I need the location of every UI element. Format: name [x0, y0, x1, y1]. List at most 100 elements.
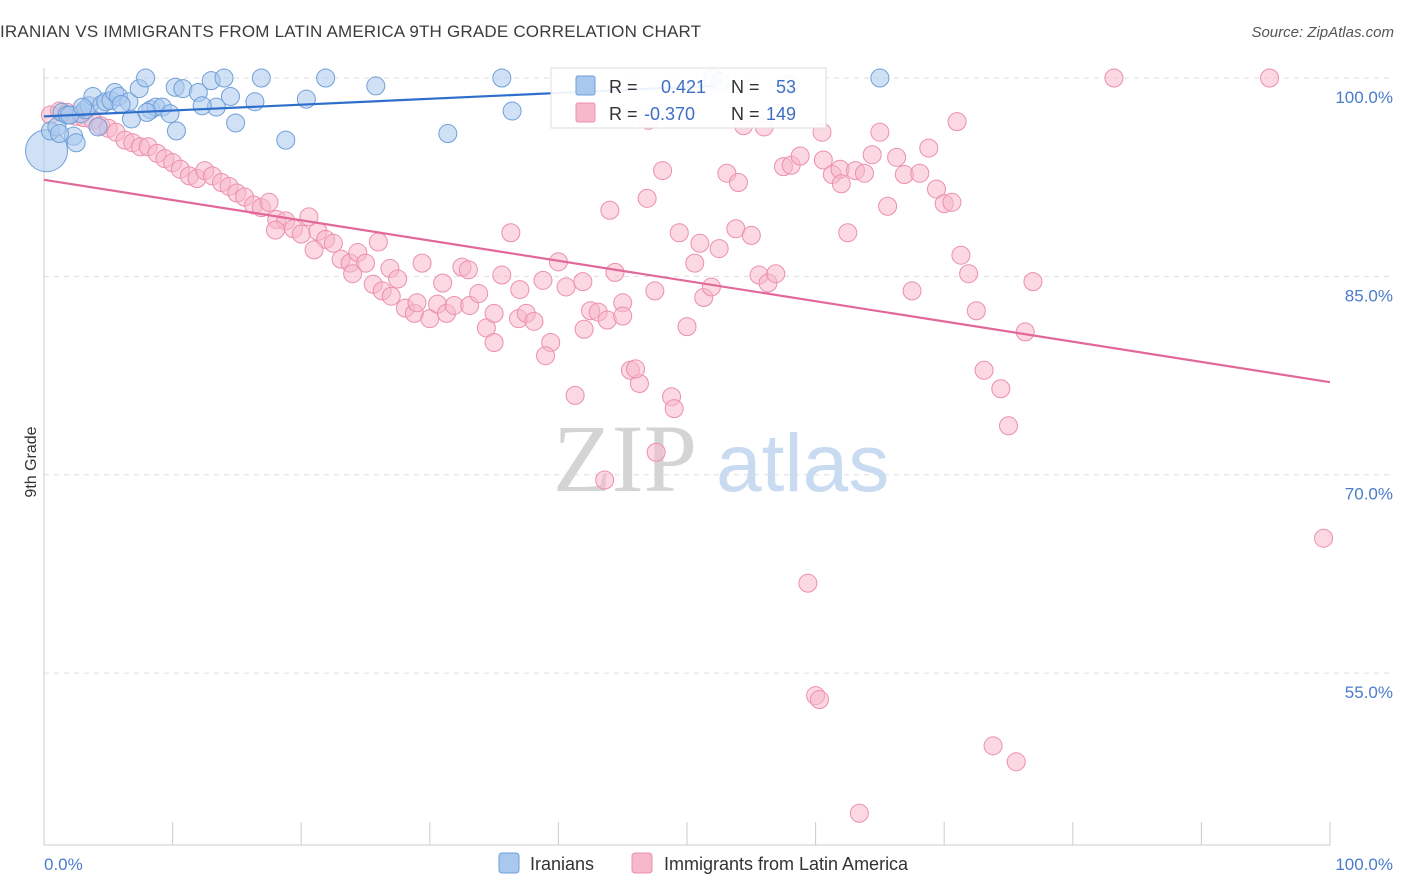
point-latin-america [484, 332, 504, 352]
point-iranians [492, 68, 512, 88]
point-latin-america [265, 220, 285, 240]
axes [43, 68, 1331, 846]
point-latin-america [902, 281, 922, 301]
point-latin-america [862, 145, 882, 165]
point-latin-america [501, 223, 521, 243]
watermark-zip: ZIP [553, 405, 697, 512]
point-latin-america [947, 112, 967, 132]
point-iranians [316, 68, 336, 88]
stats-swatch-pink [575, 102, 596, 123]
point-latin-america [1015, 322, 1035, 342]
point-latin-america [407, 293, 427, 313]
point-latin-america [259, 192, 279, 212]
point-iranians [88, 117, 108, 137]
series-latin-america-points [40, 68, 1334, 823]
point-latin-america [813, 150, 833, 170]
chart-title: IRANIAN VS IMMIGRANTS FROM LATIN AMERICA… [0, 22, 702, 41]
stats-n-value-2: 149 [766, 104, 796, 124]
legend-swatch-latin-america [631, 852, 653, 874]
point-iranians [276, 130, 296, 150]
point-latin-america [484, 303, 504, 323]
point-latin-america [728, 172, 748, 192]
y-tick-label: 70.0% [1345, 485, 1393, 504]
stats-r-value-1: 0.421 [656, 77, 706, 97]
point-latin-america [524, 311, 544, 331]
point-iranians [226, 113, 246, 133]
point-latin-america [1260, 68, 1280, 88]
point-latin-america [600, 200, 620, 220]
point-latin-america [942, 192, 962, 212]
point-iranians [160, 104, 180, 124]
point-iranians [192, 96, 212, 116]
y-tick-label: 100.0% [1335, 88, 1393, 107]
point-latin-america [433, 273, 453, 293]
stats-n-label-1: N = [731, 77, 760, 97]
point-latin-america [323, 233, 343, 253]
point-latin-america [368, 232, 388, 252]
point-iranians [136, 68, 156, 88]
point-latin-america [637, 188, 657, 208]
stats-r-label-1: R = [609, 77, 638, 97]
point-latin-america [991, 379, 1011, 399]
point-latin-america [966, 301, 986, 321]
y-tick-label: 55.0% [1345, 683, 1393, 702]
point-latin-america [646, 442, 666, 462]
point-latin-america [709, 239, 729, 259]
stats-box: R = 0.421 N = 53 R = -0.370 N = 149 [550, 67, 827, 129]
point-latin-america [878, 196, 898, 216]
point-latin-america [919, 138, 939, 158]
point-latin-america [701, 277, 721, 297]
point-latin-america [974, 360, 994, 380]
point-latin-america [1314, 528, 1334, 548]
point-iranians [251, 68, 271, 88]
x-tick-label-max: 100.0% [1335, 855, 1393, 874]
point-latin-america [1023, 272, 1043, 292]
y-tick-label: 85.0% [1345, 286, 1393, 305]
point-latin-america [849, 803, 869, 823]
point-iranians [214, 68, 234, 88]
point-latin-america [574, 319, 594, 339]
point-latin-america [381, 286, 401, 306]
stats-n-label-2: N = [731, 104, 760, 124]
point-iranians [111, 94, 131, 114]
point-latin-america [626, 359, 646, 379]
point-latin-america [790, 146, 810, 166]
point-latin-america [565, 385, 585, 405]
legend-label-latin-america: Immigrants from Latin America [664, 854, 909, 874]
legend-swatch-iranians [498, 852, 520, 874]
y-axis-label: 9th Grade [23, 426, 40, 497]
watermark-atlas: atlas [716, 418, 889, 509]
point-latin-america [458, 260, 478, 280]
point-latin-america [605, 262, 625, 282]
stats-swatch-blue [575, 75, 596, 96]
point-latin-america [910, 163, 930, 183]
point-latin-america [669, 223, 689, 243]
trend-line-latin-america [43, 178, 1331, 384]
point-latin-america [304, 240, 324, 260]
point-latin-america [870, 122, 890, 142]
point-latin-america [887, 147, 907, 167]
point-latin-america [356, 253, 375, 273]
point-latin-america [677, 317, 697, 337]
point-latin-america [556, 277, 576, 297]
point-iranians [73, 97, 93, 117]
legend: Iranians Immigrants from Latin America [498, 852, 909, 874]
point-latin-america [1006, 752, 1026, 772]
point-latin-america [510, 280, 530, 300]
point-latin-america [798, 573, 818, 593]
point-latin-america [690, 233, 710, 253]
point-latin-america [492, 265, 512, 285]
point-iranians [438, 124, 458, 144]
watermark: ZIP atlas [553, 405, 889, 512]
x-tick-label-min: 0.0% [44, 855, 83, 874]
point-latin-america [983, 736, 1003, 756]
point-latin-america [1104, 68, 1124, 88]
point-latin-america [291, 224, 311, 244]
point-iranians [870, 68, 890, 88]
point-latin-america [951, 245, 971, 265]
point-iranians [166, 121, 186, 141]
point-latin-america [741, 225, 761, 245]
point-latin-america [926, 179, 946, 199]
point-latin-america [653, 161, 673, 181]
point-latin-america [664, 399, 684, 419]
